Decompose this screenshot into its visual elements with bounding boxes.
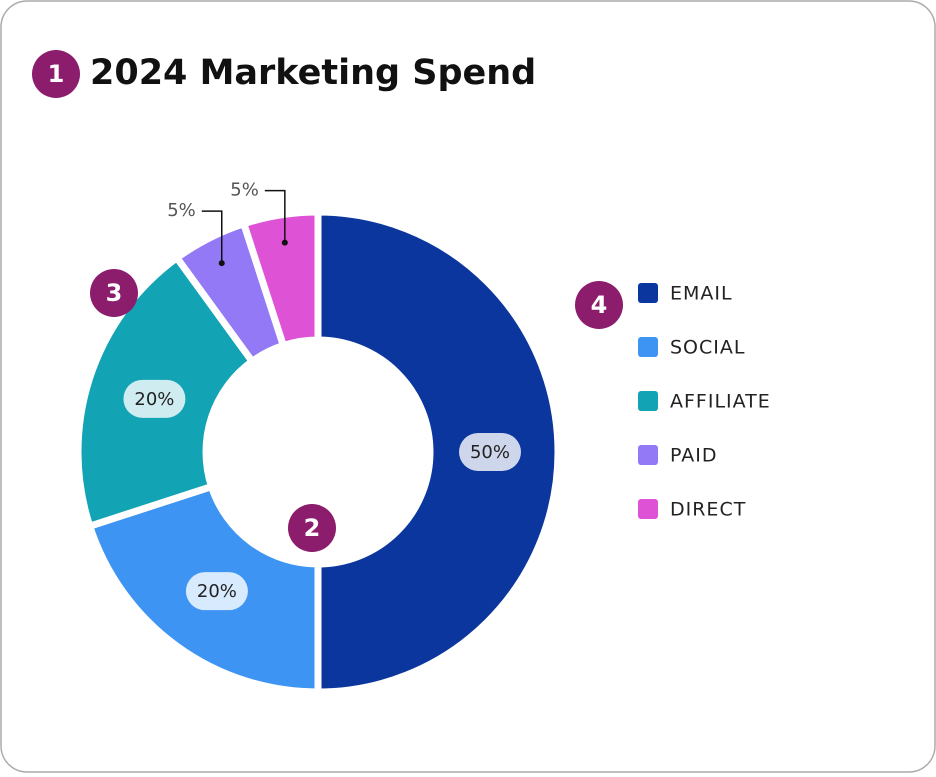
legend-label: PAID xyxy=(670,445,717,467)
chart-title: 2024 Marketing Spend xyxy=(90,53,536,93)
marker-badge xyxy=(575,281,623,329)
legend-swatch xyxy=(638,337,658,357)
marker-badge xyxy=(90,269,138,317)
leader-line xyxy=(264,189,286,243)
legend-label: DIRECT xyxy=(670,499,746,521)
donut-slice xyxy=(239,208,322,350)
marker-number: 1 xyxy=(48,60,65,88)
legend-swatch xyxy=(638,445,658,465)
value-label: 20% xyxy=(134,389,174,410)
marker-number: 2 xyxy=(304,514,321,542)
marker-number: 3 xyxy=(106,279,123,307)
value-label: 5% xyxy=(230,180,259,201)
value-label-bg xyxy=(459,433,521,471)
marker-badge xyxy=(32,50,80,98)
value-label-bg xyxy=(123,379,186,418)
value-label-bg xyxy=(185,572,248,611)
leader-line xyxy=(201,210,223,264)
marker-number: 4 xyxy=(591,291,608,319)
legend-label: EMAIL xyxy=(670,283,733,305)
legend-swatch xyxy=(638,499,658,519)
legend-swatch xyxy=(638,283,658,303)
legend-label: AFFILIATE xyxy=(670,391,771,413)
donut-slice xyxy=(314,208,562,696)
value-label: 50% xyxy=(470,442,510,463)
marker-badge xyxy=(288,504,336,552)
value-label: 5% xyxy=(167,200,196,221)
legend-label: SOCIAL xyxy=(670,337,745,359)
legend-swatch xyxy=(638,391,658,411)
value-label: 20% xyxy=(197,581,237,602)
